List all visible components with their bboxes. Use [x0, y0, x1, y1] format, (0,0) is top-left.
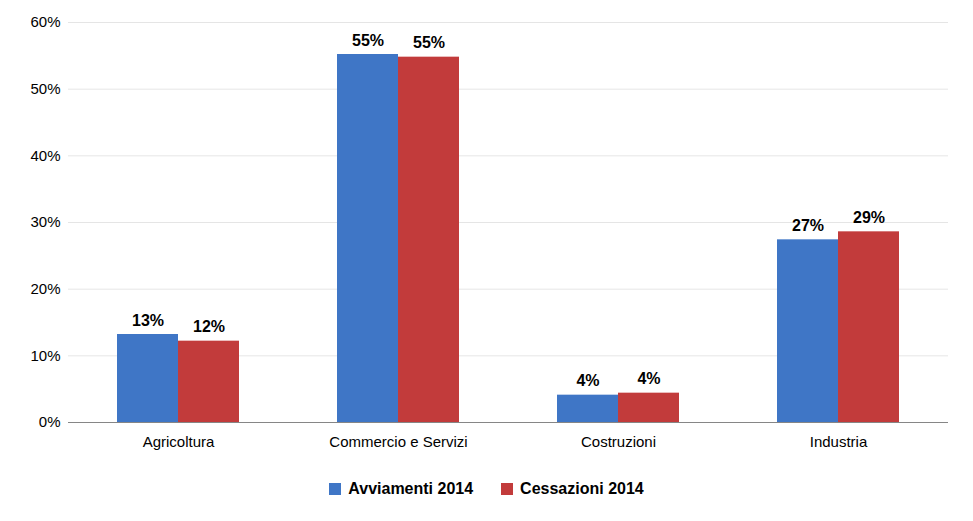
svg-text:55%: 55%: [413, 34, 445, 51]
svg-text:20%: 20%: [30, 280, 60, 297]
svg-text:27%: 27%: [792, 217, 824, 234]
html-text:Avviamenti 2014: Avviamenti 2014: [348, 480, 474, 497]
svg-text:29%: 29%: [853, 209, 885, 226]
svg-text:Agricoltura: Agricoltura: [143, 433, 215, 450]
svg-text:Industria: Industria: [810, 433, 868, 450]
svg-text:60%: 60%: [30, 13, 60, 30]
svg-text:0%: 0%: [39, 413, 61, 430]
svg-text:13%: 13%: [132, 312, 164, 329]
svg-text:30%: 30%: [30, 213, 60, 230]
svg-text:55%: 55%: [352, 32, 384, 49]
html-text:Cessazioni 2014: Cessazioni 2014: [520, 480, 644, 497]
svg-text:10%: 10%: [30, 347, 60, 364]
svg-text:50%: 50%: [30, 80, 60, 97]
svg-text:Costruzioni: Costruzioni: [581, 433, 656, 450]
svg-text:40%: 40%: [30, 147, 60, 164]
svg-text:4%: 4%: [637, 370, 660, 387]
svg-text:12%: 12%: [193, 318, 225, 335]
svg-text:Commercio e Servizi: Commercio e Servizi: [329, 433, 467, 450]
svg-text:4%: 4%: [576, 372, 599, 389]
